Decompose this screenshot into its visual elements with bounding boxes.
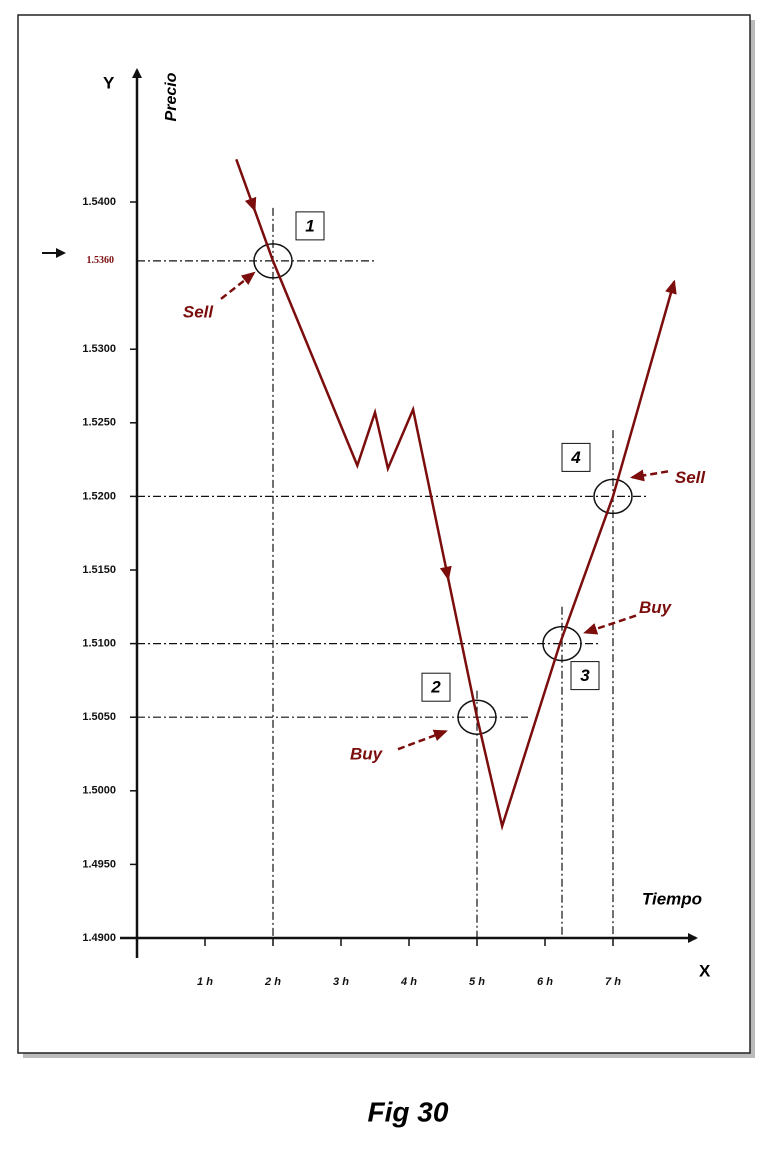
x-tick-label: 6 h [537, 976, 553, 988]
y-tick-label: 1.5250 [82, 417, 116, 429]
signal-arrow [220, 271, 256, 300]
signal-label: Sell [183, 302, 215, 321]
x-tick-label: 2 h [264, 976, 281, 988]
signal-circle [542, 625, 582, 662]
number-box [421, 672, 451, 702]
signal-number: 2 [430, 678, 441, 697]
signal-arrow [397, 729, 448, 751]
direction-arrow [439, 565, 452, 581]
number-box [570, 661, 600, 691]
y-tick-label: 1.5400 [82, 196, 116, 208]
signal-number: 3 [580, 666, 590, 685]
number-box [561, 442, 591, 472]
y-tick-label: 1.5100 [82, 638, 116, 650]
y-tick-label: 1.5050 [82, 711, 116, 723]
signal-label: Buy [639, 598, 673, 617]
plot: 1 Sell 2 Buy 3 Buy 4 Sell [183, 158, 707, 831]
y-tick-label: 1.5300 [82, 343, 116, 355]
price-line [235, 158, 677, 831]
signal-arrow [583, 614, 637, 635]
marked-price-label: 1.5360 [87, 255, 115, 266]
signal-arrow [630, 469, 669, 482]
signal-circle [593, 478, 633, 515]
x-tick-label: 1 h [197, 976, 213, 988]
signal-circle [457, 699, 497, 735]
signal-number: 4 [570, 448, 581, 467]
x-tick-label: 4 h [400, 976, 417, 988]
x-tick-label: 7 h [605, 976, 621, 988]
y-tick-label: 1.4950 [82, 858, 116, 870]
figure-title: Fig 30 [368, 1096, 449, 1127]
x-axis-name: X [699, 961, 711, 980]
number-box [295, 211, 325, 241]
x-axis-label: Tiempo [642, 889, 702, 908]
signal-number: 1 [305, 216, 314, 235]
y-tick-label: 1.5150 [82, 564, 116, 576]
y-tick-label: 1.5200 [82, 490, 116, 502]
x-tick-label: 5 h [469, 976, 485, 988]
signal-circle [253, 243, 293, 279]
signal-label: Sell [675, 468, 707, 487]
y-axis-label: Precio [163, 72, 180, 121]
y-tick-label: 1.5000 [82, 785, 116, 797]
frame [17, 14, 751, 1054]
guides [137, 207, 647, 938]
x-tick-label: 3 h [333, 976, 349, 988]
y-axis-name: Y [103, 73, 115, 92]
signal-label: Buy [350, 745, 384, 764]
y-tick-label: 1.4900 [82, 932, 116, 944]
